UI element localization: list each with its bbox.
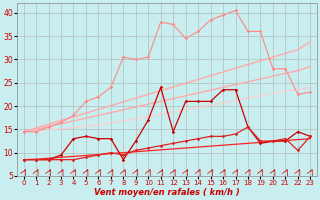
X-axis label: Vent moyen/en rafales ( km/h ): Vent moyen/en rafales ( km/h ): [94, 188, 240, 197]
